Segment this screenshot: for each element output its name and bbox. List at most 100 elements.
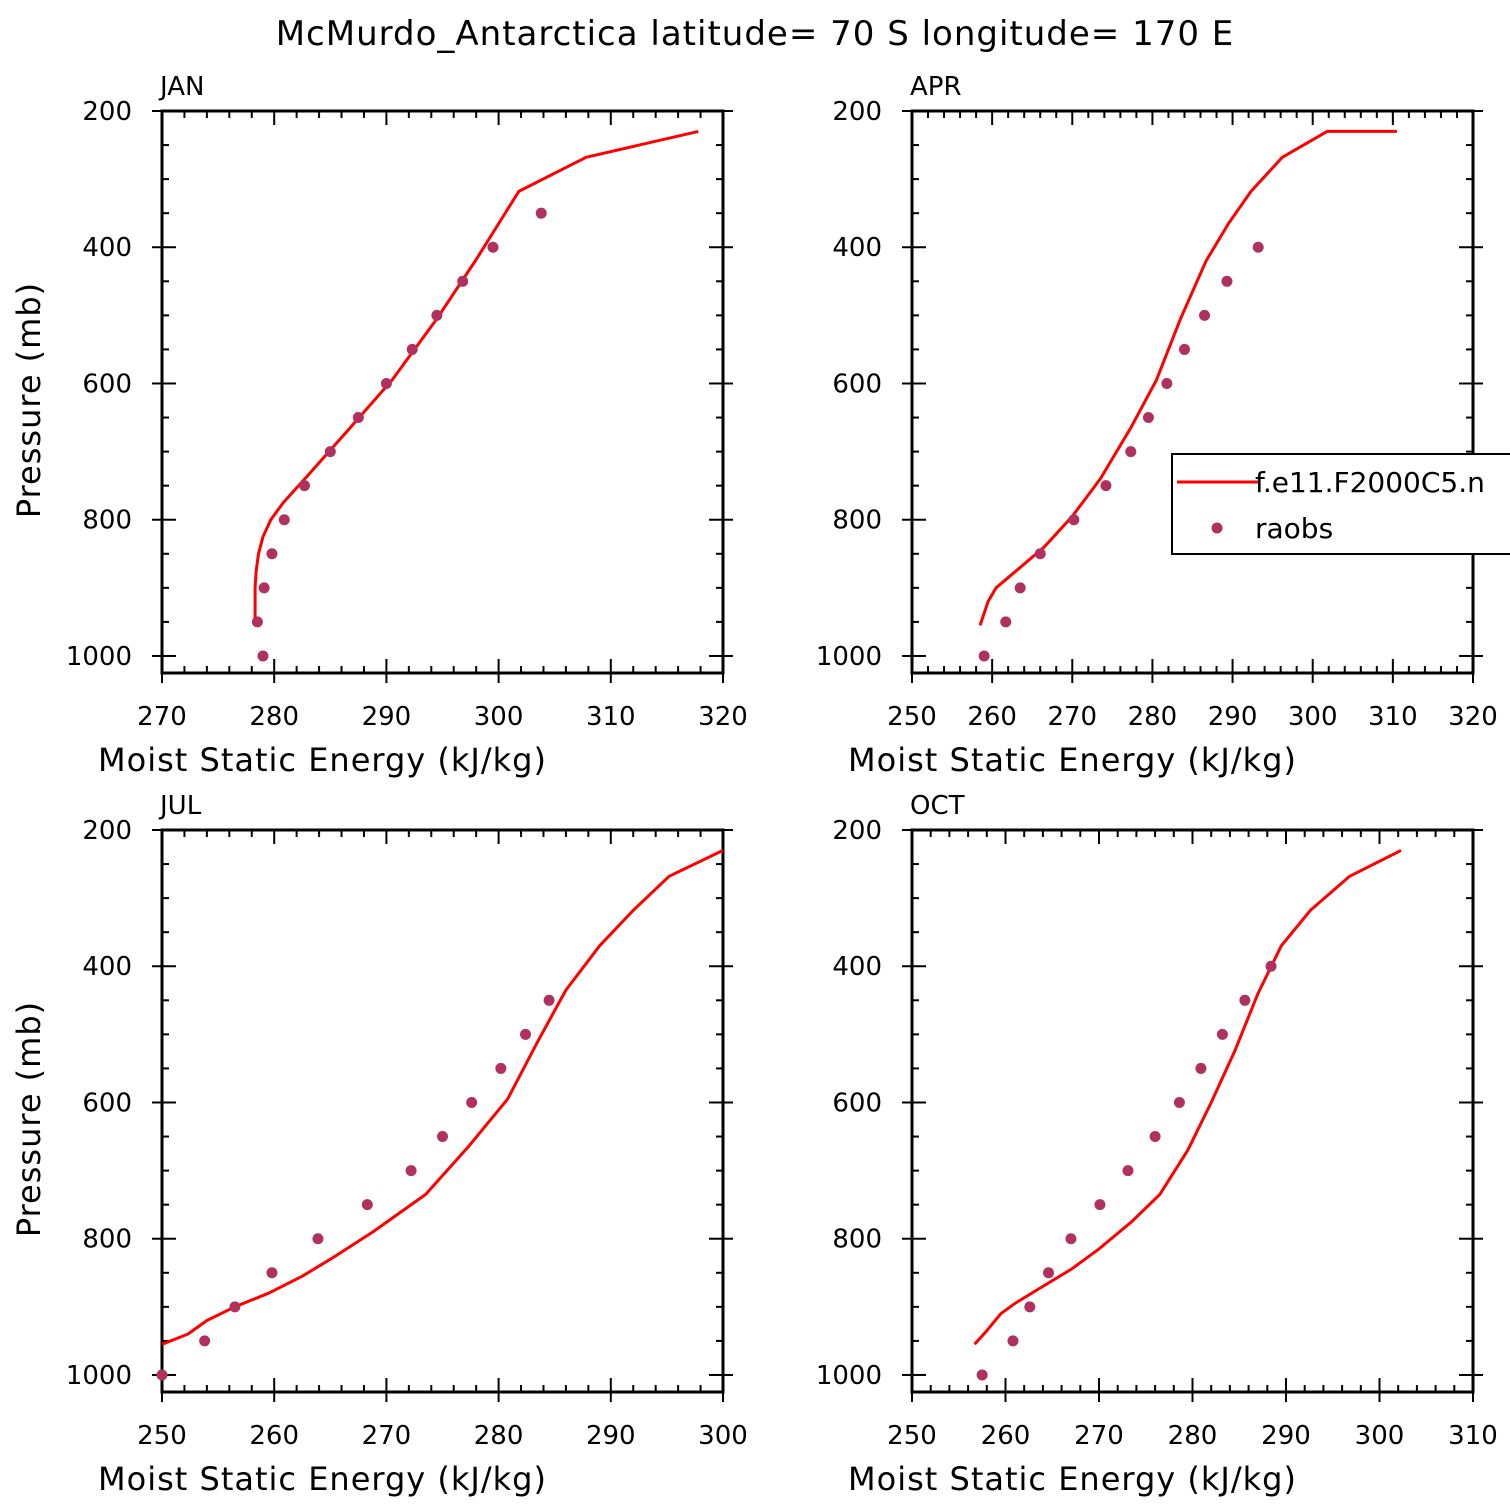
x-tick-label: 290 bbox=[1261, 1421, 1311, 1451]
y-tick-label: 800 bbox=[832, 1225, 882, 1255]
x-tick-label: 270 bbox=[137, 702, 187, 732]
raobs-point bbox=[278, 514, 290, 526]
raobs-point bbox=[1014, 582, 1026, 594]
y-tick-label: 600 bbox=[82, 1088, 132, 1118]
x-tick-label: 280 bbox=[1128, 702, 1178, 732]
x-axis-label: Moist Static Energy (kJ/kg) bbox=[848, 1460, 1297, 1498]
raobs-point bbox=[1024, 1301, 1036, 1313]
panel-jan: JAN 270 280 290 300 310 320 200 400 600 800 1000 Moi… bbox=[10, 72, 748, 779]
x-tick-label: 320 bbox=[698, 702, 748, 732]
x-tick-label: 250 bbox=[887, 1421, 937, 1451]
raobs-point bbox=[266, 1267, 278, 1279]
y-tick-label: 1000 bbox=[66, 642, 132, 672]
x-tick-label: 260 bbox=[981, 1421, 1031, 1451]
panel-apr: APR 250 260 270 280 290 300 310 320 200 400 600 800 1… bbox=[816, 72, 1510, 779]
model-line bbox=[161, 849, 724, 1346]
panel-title: JUL bbox=[158, 791, 202, 821]
x-tick-label: 270 bbox=[1047, 702, 1097, 732]
raobs-point bbox=[1000, 616, 1012, 628]
y-tick-label: 1000 bbox=[816, 1361, 882, 1391]
raobs-point bbox=[257, 650, 269, 662]
raobs-point bbox=[361, 1199, 373, 1211]
panel-title: OCT bbox=[910, 791, 965, 821]
raobs-point bbox=[312, 1233, 324, 1245]
panel-jul: JUL 250 260 270 280 290 300 200 400 600 800 1000 Moi… bbox=[10, 791, 748, 1498]
x-tick-label: 300 bbox=[698, 1421, 748, 1451]
x-tick-label: 300 bbox=[1288, 702, 1338, 732]
x-tick-label: 290 bbox=[1208, 702, 1258, 732]
y-tick-label: 1000 bbox=[66, 1361, 132, 1391]
raobs-point bbox=[1195, 1062, 1207, 1074]
y-axis-label: Pressure (mb) bbox=[10, 1001, 48, 1237]
plot-frame bbox=[910, 828, 1475, 1394]
model-line bbox=[253, 129, 699, 622]
y-tick-label: 800 bbox=[82, 506, 132, 536]
raobs-point bbox=[1149, 1131, 1161, 1143]
raobs-point bbox=[1068, 514, 1080, 526]
plot-frame bbox=[160, 828, 725, 1394]
x-tick-label: 290 bbox=[586, 1421, 636, 1451]
x-tick-label: 310 bbox=[586, 702, 636, 732]
raobs-point bbox=[1034, 548, 1046, 560]
raobs-point bbox=[978, 650, 990, 662]
x-tick-label: 280 bbox=[249, 702, 299, 732]
raobs-point bbox=[251, 616, 263, 628]
x-tick-label: 310 bbox=[1368, 702, 1418, 732]
x-axis-label: Moist Static Energy (kJ/kg) bbox=[848, 741, 1297, 779]
y-tick-label: 800 bbox=[832, 506, 882, 536]
y-axis-label: Pressure (mb) bbox=[10, 282, 48, 518]
plot-frame bbox=[910, 109, 1475, 675]
raobs-point bbox=[487, 241, 499, 253]
y-tick-label: 600 bbox=[82, 369, 132, 399]
x-tick-label: 290 bbox=[362, 702, 412, 732]
raobs-point bbox=[1173, 1096, 1185, 1108]
x-axis-label: Moist Static Energy (kJ/kg) bbox=[98, 741, 547, 779]
model-line bbox=[973, 849, 1402, 1346]
x-tick-label: 260 bbox=[249, 1421, 299, 1451]
raobs-point bbox=[466, 1096, 478, 1108]
raobs-point bbox=[457, 275, 469, 287]
raobs-point bbox=[324, 446, 336, 458]
raobs-point bbox=[258, 582, 270, 594]
raobs-point bbox=[1122, 1165, 1134, 1177]
raobs-point bbox=[405, 1165, 417, 1177]
x-tick-label: 270 bbox=[362, 1421, 412, 1451]
legend-dot-swatch bbox=[1211, 522, 1223, 534]
panel-oct: OCT 250 260 270 280 290 300 310 200 400 600 800 1000… bbox=[816, 791, 1498, 1498]
raobs-point bbox=[266, 548, 278, 560]
x-tick-label: 250 bbox=[887, 702, 937, 732]
y-tick-label: 400 bbox=[82, 952, 132, 982]
x-tick-label: 320 bbox=[1448, 702, 1498, 732]
plot-frame bbox=[160, 109, 725, 675]
raobs-point bbox=[1065, 1233, 1077, 1245]
y-tick-label: 200 bbox=[832, 816, 882, 846]
legend-box bbox=[1171, 453, 1510, 555]
legend-label-model: f.e11.F2000C5.n bbox=[1255, 466, 1485, 499]
raobs-point bbox=[1043, 1267, 1055, 1279]
y-tick-label: 800 bbox=[82, 1225, 132, 1255]
y-tick-label: 600 bbox=[832, 1088, 882, 1118]
y-tick-label: 400 bbox=[832, 952, 882, 982]
raobs-point bbox=[298, 480, 310, 492]
x-tick-label: 270 bbox=[1074, 1421, 1124, 1451]
raobs-point bbox=[1142, 412, 1154, 424]
raobs-point bbox=[543, 994, 555, 1006]
raobs-point bbox=[380, 377, 392, 389]
panel-title: JAN bbox=[158, 72, 204, 102]
y-tick-label: 200 bbox=[832, 97, 882, 127]
y-tick-label: 400 bbox=[832, 233, 882, 263]
raobs-point bbox=[406, 343, 418, 355]
raobs-point bbox=[1100, 480, 1112, 492]
y-tick-label: 600 bbox=[832, 369, 882, 399]
y-tick-label: 200 bbox=[82, 97, 132, 127]
raobs-point bbox=[1007, 1335, 1019, 1347]
raobs-point bbox=[437, 1131, 448, 1143]
x-tick-label: 250 bbox=[137, 1421, 187, 1451]
raobs-point bbox=[1252, 241, 1264, 253]
x-tick-label: 280 bbox=[474, 1421, 524, 1451]
raobs-point bbox=[1094, 1199, 1106, 1211]
x-tick-label: 260 bbox=[967, 702, 1017, 732]
legend-label-obs: raobs bbox=[1255, 512, 1333, 545]
figure-title: McMurdo_Antarctica latitude= 70 S longit… bbox=[276, 14, 1235, 54]
